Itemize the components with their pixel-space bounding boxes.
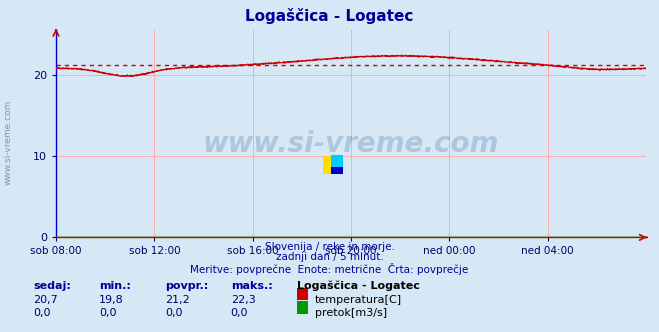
Text: min.:: min.: bbox=[99, 281, 130, 290]
Text: zadnji dan / 5 minut.: zadnji dan / 5 minut. bbox=[275, 252, 384, 262]
Text: 20,7: 20,7 bbox=[33, 295, 58, 305]
Text: 0,0: 0,0 bbox=[231, 308, 248, 318]
Text: 22,3: 22,3 bbox=[231, 295, 256, 305]
Text: temperatura[C]: temperatura[C] bbox=[315, 295, 402, 305]
Text: www.si-vreme.com: www.si-vreme.com bbox=[4, 100, 13, 186]
Text: Meritve: povprečne  Enote: metrične  Črta: povprečje: Meritve: povprečne Enote: metrične Črta:… bbox=[190, 263, 469, 275]
Text: Slovenija / reke in morje.: Slovenija / reke in morje. bbox=[264, 242, 395, 252]
Text: Logaščica - Logatec: Logaščica - Logatec bbox=[297, 281, 419, 291]
Text: Logaščica - Logatec: Logaščica - Logatec bbox=[245, 8, 414, 24]
Text: 0,0: 0,0 bbox=[99, 308, 117, 318]
Text: pretok[m3/s]: pretok[m3/s] bbox=[315, 308, 387, 318]
Text: 0,0: 0,0 bbox=[165, 308, 183, 318]
Text: povpr.:: povpr.: bbox=[165, 281, 208, 290]
Text: maks.:: maks.: bbox=[231, 281, 272, 290]
Text: sedaj:: sedaj: bbox=[33, 281, 71, 290]
Text: 0,0: 0,0 bbox=[33, 308, 51, 318]
Text: www.si-vreme.com: www.si-vreme.com bbox=[203, 130, 499, 158]
Text: 21,2: 21,2 bbox=[165, 295, 190, 305]
Text: 19,8: 19,8 bbox=[99, 295, 124, 305]
